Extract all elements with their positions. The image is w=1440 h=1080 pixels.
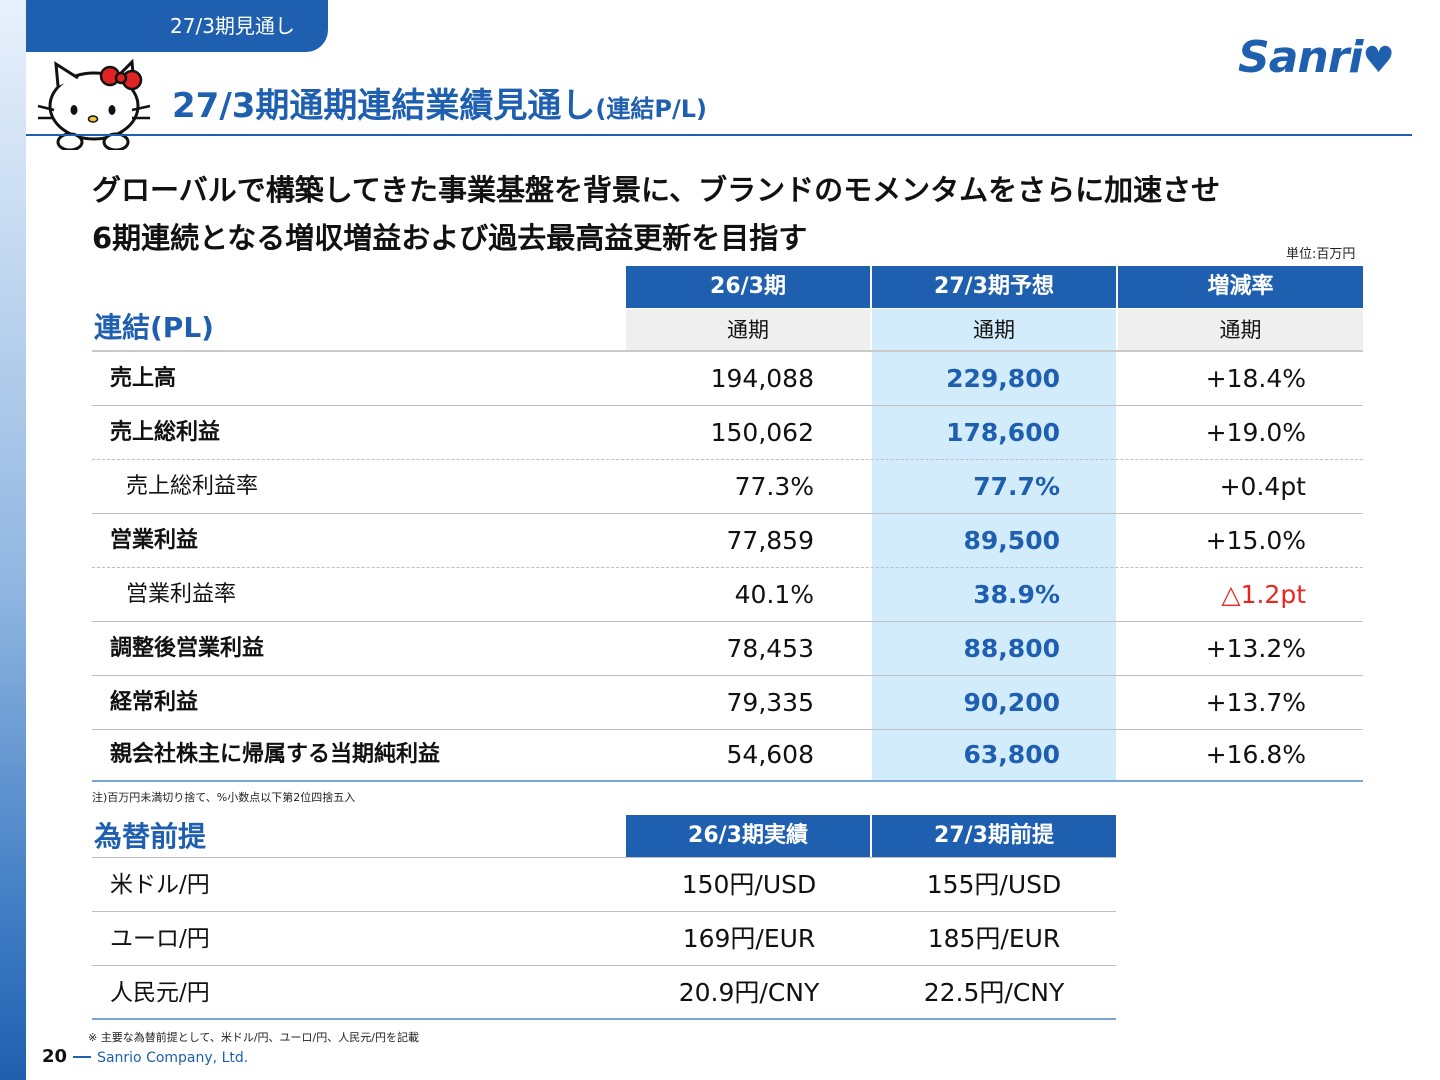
fx-header-27-3-assumption: 27/3期前提: [872, 815, 1116, 857]
value-change: +19.0%: [1205, 418, 1306, 447]
headline-line2: 6期連続となる増収増益および過去最高益更新を目指す: [92, 221, 808, 255]
row-label: 経常利益: [110, 690, 199, 715]
value-26-3: 40.1%: [734, 580, 814, 609]
header-26-3: 26/3期: [626, 266, 870, 308]
fx-row-label: 米ドル/円: [110, 872, 210, 898]
page-number: 20: [42, 1046, 68, 1067]
value-26-3: 77.3%: [734, 472, 814, 501]
unit-label: 単位:百万円: [1286, 247, 1356, 262]
title-main: 27/3期通期連結業績見通し: [172, 86, 596, 126]
pl-section-label: 連結(PL): [94, 311, 214, 344]
section-tag: 27/3期見通し: [26, 0, 328, 52]
fx-header-26-3-actual: 26/3期実績: [626, 815, 870, 857]
sanrio-logo: Sanri♥: [1238, 32, 1406, 84]
value-27-3: 178,600: [946, 418, 1060, 447]
table-row: 調整後営業利益 78,453 88,800 +13.2%: [92, 622, 1363, 676]
pl-bottom-rule: [92, 780, 1363, 782]
fx-value-27-3: 22.5円/CNY: [923, 978, 1065, 1007]
title-rule: [26, 134, 1412, 136]
subheader-full-year-2: 通期: [973, 318, 1015, 342]
value-26-3: 79,335: [726, 688, 814, 717]
footer: 20 Sanrio Company, Ltd.: [42, 1046, 248, 1067]
row-label: 親会社株主に帰属する当期純利益: [110, 742, 441, 767]
table-row: 売上高 194,088 229,800 +18.4%: [92, 352, 1363, 406]
value-change: +18.4%: [1205, 364, 1306, 393]
header-change-rate: 増減率: [1118, 266, 1363, 308]
value-change: +16.8%: [1205, 740, 1306, 769]
value-26-3: 150,062: [710, 418, 814, 447]
subheader-full-year-3: 通期: [1118, 309, 1363, 351]
fx-value-26-3: 150円/USD: [681, 870, 817, 899]
row-label: 売上総利益: [110, 420, 221, 445]
value-change-negative: △1.2pt: [1221, 580, 1306, 609]
row-separator: [92, 729, 1363, 730]
pl-note: 注)百万円未満切り捨て、%小数点以下第2位四捨五入: [92, 791, 356, 804]
headline: グローバルで構築してきた事業基盤を背景に、ブランドのモメンタムをさらに加速させ …: [92, 166, 1220, 262]
table-row: 経常利益 79,335 90,200 +13.7%: [92, 676, 1363, 730]
value-27-3: 89,500: [963, 526, 1060, 555]
fx-value-27-3: 185円/EUR: [927, 924, 1061, 953]
value-27-3: 229,800: [946, 364, 1060, 393]
value-change: +15.0%: [1205, 526, 1306, 555]
row-label: 売上高: [110, 366, 177, 391]
logo-text: Sanri: [1238, 32, 1363, 83]
fx-table-row: 米ドル/円 150円/USD 155円/USD: [92, 858, 1116, 912]
value-26-3: 54,608: [726, 740, 814, 769]
left-gradient-bar: [0, 0, 26, 1080]
title-sub: (連結P/L): [595, 95, 707, 123]
fx-value-27-3: 155円/USD: [926, 870, 1062, 899]
fx-value-26-3: 20.9円/CNY: [678, 978, 820, 1007]
value-26-3: 194,088: [710, 364, 814, 393]
fx-table-row: ユーロ/円 169円/EUR 185円/EUR: [92, 912, 1116, 966]
value-26-3: 77,859: [726, 526, 814, 555]
value-change: +13.2%: [1205, 634, 1306, 663]
value-27-3: 90,200: [963, 688, 1060, 717]
page-title: 27/3期通期連結業績見通し(連結P/L): [172, 78, 707, 127]
row-label: 調整後営業利益: [110, 636, 265, 661]
value-27-3: 63,800: [963, 740, 1060, 769]
row-label: 売上総利益率: [126, 474, 259, 499]
row-separator: [92, 621, 1363, 622]
fx-row-separator: [92, 911, 1116, 912]
fx-value-26-3: 169円/EUR: [682, 924, 816, 953]
header-27-3-forecast: 27/3期予想: [872, 266, 1116, 308]
fx-row-label: 人民元/円: [110, 980, 210, 1006]
table-row-sub: 営業利益率 40.1% 38.9% △1.2pt: [92, 568, 1363, 622]
row-label: 営業利益: [110, 528, 199, 553]
table-row: 親会社株主に帰属する当期純利益 54,608 63,800 +16.8%: [92, 728, 1363, 782]
fx-table-row: 人民元/円 20.9円/CNY 22.5円/CNY: [92, 966, 1116, 1020]
value-change: +13.7%: [1205, 688, 1306, 717]
footer-dash: [73, 1056, 92, 1058]
company-name: Sanrio Company, Ltd.: [97, 1050, 249, 1066]
row-separator: [92, 675, 1363, 676]
row-separator-dashed: [92, 567, 1363, 568]
pl-header-rule: [92, 350, 1363, 352]
table-row: 売上総利益 150,062 178,600 +19.0%: [92, 406, 1363, 460]
value-27-3: 88,800: [963, 634, 1060, 663]
row-separator-dashed: [92, 459, 1363, 460]
fx-bottom-rule: [92, 1018, 1116, 1020]
fx-row-label: ユーロ/円: [110, 926, 210, 952]
fx-header-rule: [92, 857, 1116, 858]
table-row-sub: 売上総利益率 77.3% 77.7% +0.4pt: [92, 460, 1363, 514]
row-separator: [92, 405, 1363, 406]
forecast-highlight-column: [872, 309, 1116, 781]
subheader-full-year-1: 通期: [626, 309, 870, 351]
headline-line1: グローバルで構築してきた事業基盤を背景に、ブランドのモメンタムをさらに加速させ: [92, 173, 1221, 207]
value-27-3: 77.7%: [973, 472, 1060, 501]
table-row: 営業利益 77,859 89,500 +15.0%: [92, 514, 1363, 568]
row-separator: [92, 513, 1363, 514]
heart-icon: ♥: [1362, 40, 1395, 81]
row-label: 営業利益率: [126, 582, 237, 607]
value-change: +0.4pt: [1219, 472, 1306, 501]
fx-row-separator: [92, 965, 1116, 966]
value-27-3: 38.9%: [973, 580, 1060, 609]
fx-section-label: 為替前提: [94, 820, 207, 853]
value-26-3: 78,453: [726, 634, 814, 663]
fx-note: ※ 主要な為替前提として、米ドル/円、ユーロ/円、人民元/円を記載: [88, 1031, 419, 1044]
